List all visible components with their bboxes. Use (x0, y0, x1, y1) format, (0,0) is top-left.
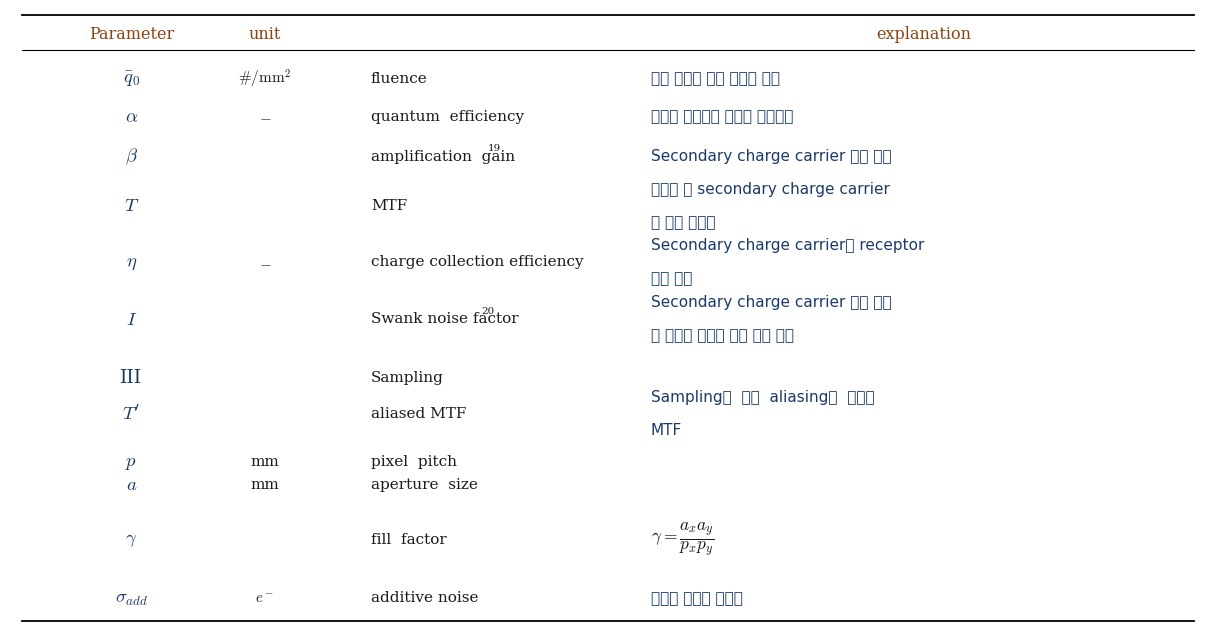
Text: amplification  gain: amplification gain (371, 150, 516, 164)
Text: MTF: MTF (371, 199, 407, 213)
Text: 의 통계적 특성에 의한 잡음 특성: 의 통계적 특성에 의한 잡음 특성 (651, 328, 794, 344)
Text: Secondary charge carrier의 receptor: Secondary charge carrier의 receptor (651, 238, 924, 253)
Text: $\gamma$: $\gamma$ (125, 530, 137, 549)
Text: $I$: $I$ (125, 310, 137, 329)
Text: aliased MTF: aliased MTF (371, 407, 466, 421)
Text: aperture  size: aperture size (371, 478, 478, 491)
Text: pixel  pitch: pixel pitch (371, 455, 457, 469)
Text: Sampling에  의한  aliasing이  고려된: Sampling에 의한 aliasing이 고려된 (651, 390, 874, 405)
Text: $\bar{q}_0$: $\bar{q}_0$ (123, 69, 140, 88)
Text: additive noise: additive noise (371, 591, 478, 605)
Text: 20: 20 (482, 307, 495, 316)
Text: 19: 19 (488, 144, 501, 153)
Text: $\beta$: $\beta$ (125, 147, 137, 167)
Text: Secondary charge carrier 발생 게인: Secondary charge carrier 발생 게인 (651, 295, 891, 311)
Text: $\gamma = \dfrac{a_x a_y}{p_x p_y}$: $\gamma = \dfrac{a_x a_y}{p_x p_y}$ (651, 521, 715, 558)
Text: $e^-$: $e^-$ (255, 591, 275, 606)
Text: fill  factor: fill factor (371, 533, 446, 547)
Text: $T$: $T$ (124, 196, 139, 215)
Text: $\eta$: $\eta$ (125, 253, 137, 272)
Text: explanation: explanation (877, 27, 972, 43)
Text: MTF: MTF (651, 423, 682, 438)
Text: Parameter: Parameter (89, 27, 174, 43)
Text: $-$: $-$ (259, 255, 271, 270)
Text: $\#/\mathrm{mm}^2$: $\#/\mathrm{mm}^2$ (238, 68, 292, 90)
Text: 단위 면적당 입사 포톤의 개수: 단위 면적당 입사 포톤의 개수 (651, 71, 779, 86)
Text: $a$: $a$ (125, 475, 137, 494)
Text: 도달 효율: 도달 효율 (651, 271, 692, 286)
Text: $\alpha$: $\alpha$ (125, 107, 137, 126)
Text: mm: mm (250, 455, 280, 469)
Text: III: III (120, 369, 142, 387)
Text: 엑스선 및 secondary charge carrier: 엑스선 및 secondary charge carrier (651, 182, 889, 197)
Text: $T'$: $T'$ (122, 404, 141, 424)
Text: 추가의 전기적 노이즈: 추가의 전기적 노이즈 (651, 591, 743, 606)
Text: Secondary charge carrier 발생 게인: Secondary charge carrier 발생 게인 (651, 149, 891, 164)
Text: Sampling: Sampling (371, 371, 444, 385)
Text: 엑스선 컨버터의 엑스선 흡수효율: 엑스선 컨버터의 엑스선 흡수효율 (651, 109, 793, 124)
Text: $-$: $-$ (259, 109, 271, 124)
Text: unit: unit (249, 27, 281, 43)
Text: fluence: fluence (371, 72, 428, 86)
Text: mm: mm (250, 478, 280, 491)
Text: $p$: $p$ (125, 453, 137, 472)
Text: 에 의한 흐려짐: 에 의한 흐려짐 (651, 215, 715, 230)
Text: $\sigma_{add}$: $\sigma_{add}$ (114, 589, 148, 608)
Text: Swank noise factor: Swank noise factor (371, 312, 518, 326)
Text: charge collection efficiency: charge collection efficiency (371, 255, 584, 269)
Text: quantum  efficiency: quantum efficiency (371, 110, 524, 124)
